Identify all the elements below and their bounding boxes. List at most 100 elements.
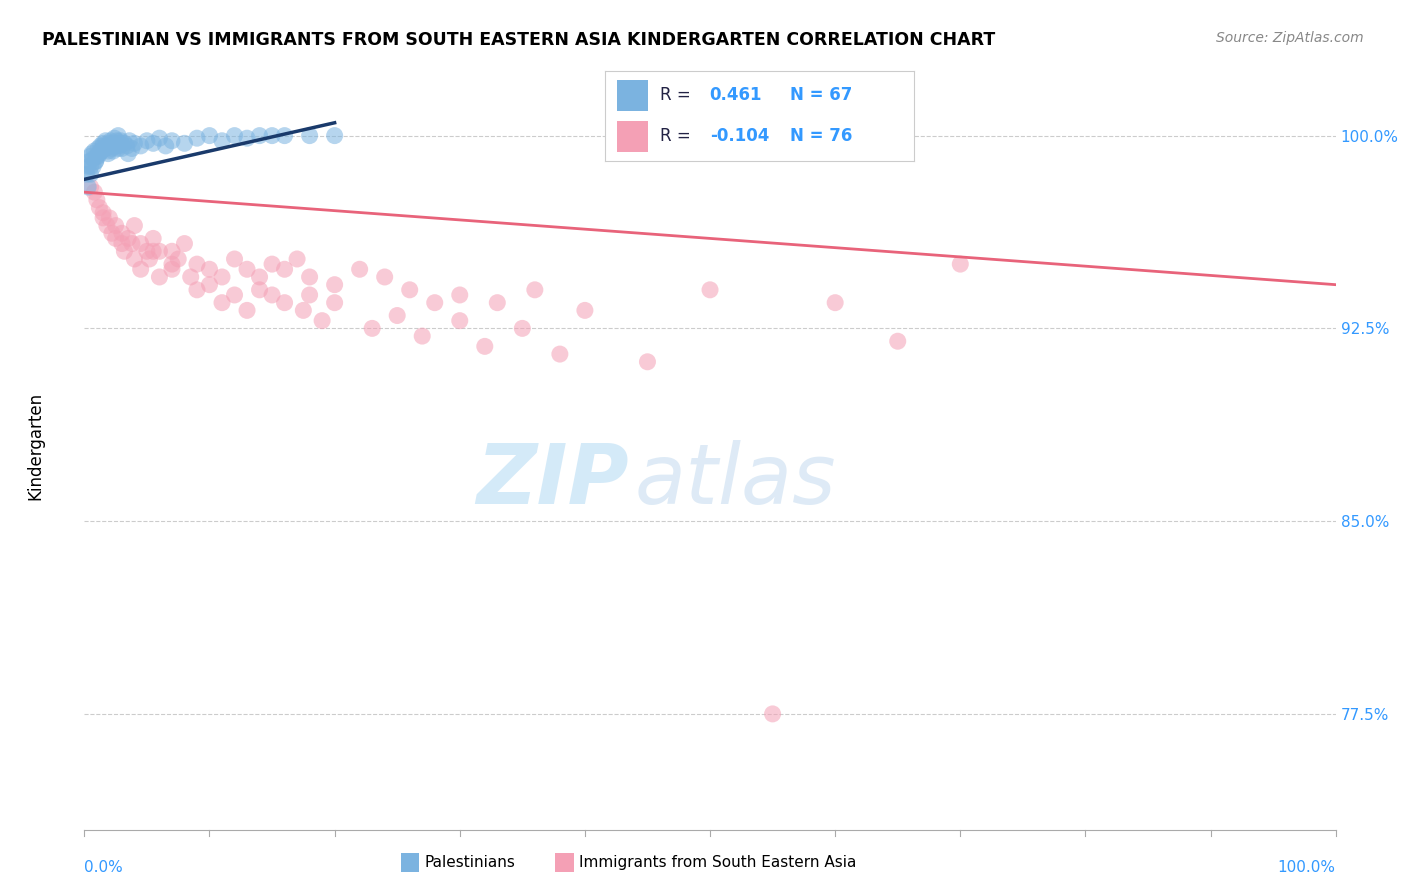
- Point: [111, 141, 134, 155]
- Point: [449, 313, 471, 327]
- Point: [77, 160, 100, 174]
- Point: [83, 144, 105, 158]
- Point: [292, 303, 315, 318]
- Point: [211, 270, 233, 285]
- Point: [824, 295, 846, 310]
- Point: [486, 295, 509, 310]
- Text: R =: R =: [661, 127, 690, 145]
- Text: atlas: atlas: [636, 441, 837, 521]
- Text: PALESTINIAN VS IMMIGRANTS FROM SOUTH EASTERN ASIA KINDERGARTEN CORRELATION CHART: PALESTINIAN VS IMMIGRANTS FROM SOUTH EAS…: [42, 31, 995, 49]
- Point: [323, 128, 346, 143]
- Point: [110, 134, 132, 148]
- Point: [311, 313, 333, 327]
- Point: [111, 236, 134, 251]
- Point: [262, 288, 284, 302]
- Point: [97, 146, 120, 161]
- Point: [374, 270, 396, 285]
- Point: [148, 131, 170, 145]
- Point: [273, 295, 295, 310]
- Text: ZIP: ZIP: [477, 441, 628, 521]
- Point: [96, 139, 118, 153]
- Point: [186, 283, 208, 297]
- Point: [198, 277, 221, 292]
- Point: [574, 303, 596, 318]
- Point: [101, 139, 124, 153]
- Point: [90, 139, 112, 153]
- Text: 0.0%: 0.0%: [84, 861, 124, 875]
- Point: [173, 136, 195, 151]
- Point: [273, 262, 295, 277]
- Point: [236, 262, 259, 277]
- Point: [142, 231, 165, 245]
- Point: [637, 355, 659, 369]
- Point: [124, 219, 146, 233]
- Point: [249, 128, 271, 143]
- Point: [224, 128, 246, 143]
- Point: [398, 283, 420, 297]
- Point: [198, 128, 221, 143]
- Point: [93, 141, 115, 155]
- Point: [101, 144, 124, 158]
- Point: [323, 277, 346, 292]
- Point: [423, 295, 446, 310]
- Point: [94, 141, 117, 155]
- Point: [167, 252, 190, 266]
- Point: [262, 128, 284, 143]
- Point: [236, 303, 259, 318]
- Text: Source: ZipAtlas.com: Source: ZipAtlas.com: [1216, 31, 1364, 45]
- Text: 0.461: 0.461: [710, 87, 762, 104]
- Point: [887, 334, 910, 349]
- Point: [77, 180, 100, 194]
- Point: [101, 227, 124, 241]
- Text: R =: R =: [661, 87, 690, 104]
- Point: [89, 201, 111, 215]
- Point: [411, 329, 433, 343]
- Point: [385, 309, 409, 323]
- Point: [474, 339, 496, 353]
- Point: [91, 205, 114, 219]
- Point: [173, 236, 195, 251]
- Point: [98, 211, 121, 225]
- Point: [523, 283, 546, 297]
- Point: [112, 136, 135, 151]
- Point: [249, 283, 271, 297]
- Point: [100, 139, 122, 153]
- Point: [94, 134, 117, 148]
- Point: [285, 252, 308, 266]
- Point: [79, 149, 101, 163]
- Point: [198, 262, 221, 277]
- Point: [155, 139, 177, 153]
- Point: [224, 288, 246, 302]
- Point: [82, 152, 104, 166]
- Text: N = 67: N = 67: [790, 87, 852, 104]
- Point: [79, 180, 101, 194]
- Point: [117, 146, 139, 161]
- Point: [262, 257, 284, 271]
- Point: [160, 257, 183, 271]
- Point: [90, 144, 112, 158]
- Point: [699, 283, 721, 297]
- Point: [87, 141, 110, 155]
- Text: 100.0%: 100.0%: [1278, 861, 1336, 875]
- Point: [86, 193, 108, 207]
- Point: [180, 270, 202, 285]
- Point: [103, 131, 125, 145]
- Bar: [617, 80, 648, 111]
- Point: [138, 252, 160, 266]
- Point: [121, 236, 143, 251]
- Point: [160, 262, 183, 277]
- Point: [121, 141, 143, 155]
- Point: [148, 244, 170, 259]
- Point: [91, 139, 114, 153]
- Point: [107, 128, 129, 143]
- Point: [249, 270, 271, 285]
- Point: [136, 244, 159, 259]
- Point: [84, 154, 107, 169]
- Point: [211, 134, 233, 148]
- Text: Immigrants from South Eastern Asia: Immigrants from South Eastern Asia: [579, 855, 856, 870]
- Point: [298, 270, 321, 285]
- Point: [548, 347, 571, 361]
- Point: [76, 167, 98, 181]
- Point: [105, 134, 128, 148]
- Point: [91, 136, 114, 151]
